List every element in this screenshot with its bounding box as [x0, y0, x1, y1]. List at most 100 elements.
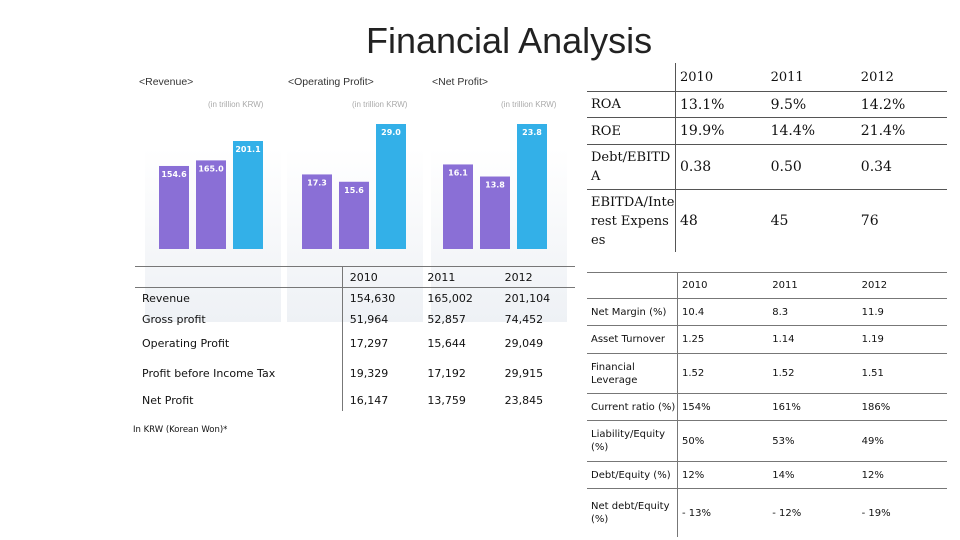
cell-value: 13,759: [427, 394, 466, 407]
table-row: Liability/Equity (%) 50% 53% 49%: [587, 420, 947, 462]
table-header-row: 2010 2011 2012: [587, 63, 947, 92]
cell-value: - 12%: [772, 507, 802, 519]
operating-profit-bar-label: 15.6: [344, 186, 364, 195]
table-row: Financial Leverage 1.52 1.52 1.51: [587, 353, 947, 394]
page-title: Financial Analysis: [366, 20, 653, 61]
cell-value: 13.1%: [675, 91, 767, 118]
net-profit-bar-label: 16.1: [448, 168, 468, 177]
cell-value: 19.9%: [675, 117, 767, 145]
table-row: Gross profit 51,964 52,857 74,452: [135, 309, 575, 330]
net-profit-bar: [480, 176, 510, 249]
net-profit-bar: [517, 124, 547, 249]
cell-value: 1.14: [768, 325, 858, 354]
table-row: Asset Turnover 1.25 1.14 1.19: [587, 325, 947, 354]
table-row: ROE 19.9% 14.4% 21.4%: [587, 117, 947, 145]
operating-profit-bar: [376, 124, 406, 249]
row-label: Net Margin (%): [587, 298, 678, 326]
row-label: ROA: [587, 91, 676, 118]
operating-profit-bar-label: 17.3: [307, 178, 327, 187]
cell-value: 1.25: [677, 325, 769, 354]
financial-charts-panel: <Revenue> <Operating Profit> <Net Profit…: [137, 72, 570, 322]
row-label: Liability/Equity (%): [587, 420, 678, 462]
cell-value: - 19%: [861, 507, 891, 519]
cell-value: 29,915: [504, 367, 544, 380]
cell-value: 12%: [677, 461, 769, 489]
revenue-chart: 154.6 165.0 201.1: [159, 141, 263, 249]
ratio-table-body: 2010 2011 2012 ROA 13.1% 9.5% 14.2% ROE …: [587, 63, 947, 252]
revenue-bar: [233, 141, 263, 249]
cell-value: 50%: [677, 420, 769, 462]
header-year: 2010: [677, 272, 769, 299]
table-header-row: 2010 2011 2012: [587, 272, 947, 299]
cell-value: 14.4%: [766, 117, 857, 145]
header-year: 2011: [766, 63, 857, 92]
cell-value: 29,049: [504, 337, 544, 350]
revenue-bar-label: 201.1: [235, 145, 261, 154]
cell-value: 8.3: [768, 298, 858, 326]
table-row: Net Profit 16,147 13,759 23,845: [135, 390, 575, 411]
operating-profit-chart-unit: (in trillion KRW): [352, 100, 408, 109]
row-label: Net Profit: [135, 390, 343, 411]
operating-profit-bar-label: 29.0: [381, 128, 401, 137]
header-year: 2011: [768, 272, 858, 299]
cell-value: 1.51: [857, 353, 947, 394]
header-year: 2010: [342, 266, 421, 288]
cell-value: - 13%: [682, 507, 712, 519]
cell-value: 9.5%: [766, 91, 857, 118]
table-row: Revenue 154,630 165,002 201,104: [135, 287, 575, 309]
table-row: Net debt/Equity (%) - 13% - 12% - 19%: [587, 488, 947, 537]
cell-value: 12%: [857, 461, 947, 489]
row-label: Revenue: [135, 287, 343, 309]
row-label: EBITDA/Interest Expenses: [587, 189, 676, 252]
cell-value: 14%: [768, 461, 858, 489]
cell-value: 48: [680, 213, 698, 229]
row-label: Current ratio (%): [587, 393, 678, 421]
row-label: Debt/Equity (%): [587, 461, 678, 489]
cell-value: 0.34: [856, 144, 947, 190]
cell-value: 21.4%: [856, 117, 947, 145]
operating-profit-chart: 17.3 15.6 29.0: [302, 124, 406, 249]
cell-value: 76: [860, 213, 879, 229]
row-label: Debt/EBITDA: [587, 144, 676, 190]
income-statement-table: 2010 2011 2012 Revenue 154,630 165,002 2…: [135, 266, 575, 411]
cell-value: 0.38: [675, 144, 767, 190]
cell-value: 1.52: [677, 353, 769, 394]
cell-value: 17,192: [427, 367, 466, 380]
cell-value: 154%: [677, 393, 769, 421]
cell-value: 10.4: [677, 298, 769, 326]
cell-value: 16,147: [349, 394, 389, 407]
cell-value: 0.50: [766, 144, 857, 190]
header-year: 2011: [420, 266, 498, 288]
table-row: Debt/EBITDA 0.38 0.50 0.34: [587, 144, 947, 190]
cell-value: 15,644: [427, 337, 466, 350]
row-label: Asset Turnover: [587, 325, 678, 354]
cell-value: 165,002: [427, 292, 473, 305]
cell-value: 154,630: [349, 292, 396, 305]
table-row: ROA 13.1% 9.5% 14.2%: [587, 91, 947, 118]
cell-value: 11.9: [857, 298, 947, 326]
table-row: EBITDA/Interest Expenses 48 45 76: [587, 189, 947, 252]
cell-value: 1.19: [857, 325, 947, 354]
row-label: Gross profit: [135, 309, 343, 330]
revenue-chart-unit: (in trillion KRW): [208, 100, 264, 109]
header-year: 2012: [856, 63, 947, 92]
revenue-bar-label: 154.6: [161, 170, 187, 179]
cell-value: 53%: [768, 420, 858, 462]
cell-value: 14.2%: [856, 91, 947, 118]
revenue-bar: [196, 160, 226, 249]
row-label: Financial Leverage: [587, 353, 678, 394]
header-year: 2010: [675, 63, 767, 92]
net-profit-bar: [443, 164, 473, 249]
cell-value: 45: [770, 213, 789, 229]
revenue-bar-label: 165.0: [198, 164, 224, 173]
bar-charts-svg: 154.6 165.0 201.1 17.3 15.6 29.0 16.1 13.8 23.…: [159, 124, 547, 249]
net-profit-chart: 16.1 13.8 23.8: [443, 124, 547, 249]
row-label: Profit before Income Tax: [135, 357, 343, 390]
cell-value: 23,845: [504, 394, 544, 407]
row-label: ROE: [587, 117, 676, 145]
header-year: 2012: [497, 266, 575, 288]
currency-footnote: In KRW (Korean Won)*: [133, 425, 228, 435]
cell-value: 49%: [857, 420, 947, 462]
table-row: Debt/Equity (%) 12% 14% 12%: [587, 461, 947, 489]
cell-value: 51,964: [349, 313, 389, 326]
